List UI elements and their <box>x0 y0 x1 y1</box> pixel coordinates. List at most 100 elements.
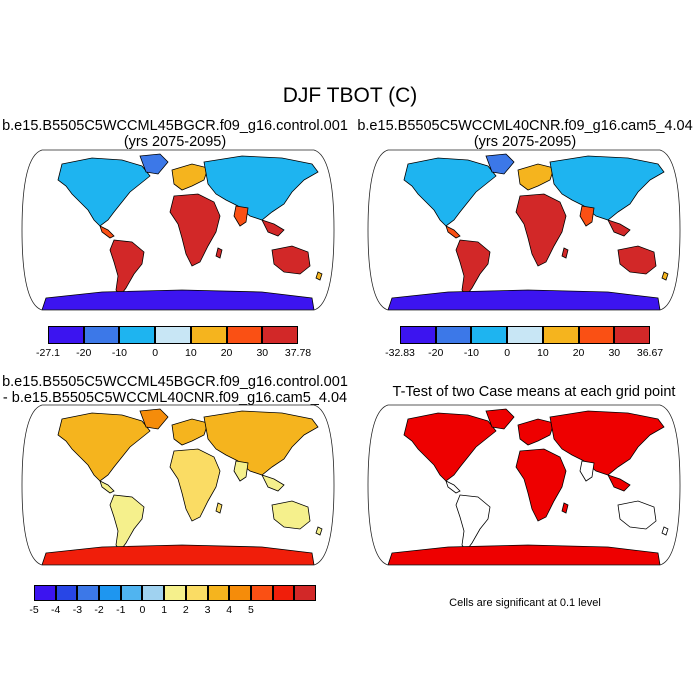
landmass-europe <box>171 418 209 446</box>
colorbar-swatch <box>55 585 78 601</box>
colorbar-label: 10 <box>185 347 197 359</box>
colorbar-swatch <box>34 585 56 601</box>
colorbar-label: 30 <box>608 347 621 359</box>
landmass-india <box>233 205 249 227</box>
panel3-title-line2: - b.e15.B5505C5WCCML40CNR.f09_g16.cam5_4… <box>2 390 348 406</box>
colorbar-label: 0 <box>152 347 159 359</box>
colorbar-label: 2 <box>182 604 189 616</box>
landmass-northAmerica <box>57 157 151 227</box>
landmass-centralAm <box>99 225 115 239</box>
colorbar-label: -4 <box>51 604 61 616</box>
colorbar-swatch <box>185 585 208 601</box>
colorbar-swatch <box>99 585 121 601</box>
landmass-africa <box>169 193 221 267</box>
map-frame <box>367 404 681 566</box>
colorbar-label: 30 <box>256 347 269 359</box>
landmass-madagascar <box>215 247 223 259</box>
colorbar-swatch <box>400 326 436 344</box>
landmass-nz <box>315 526 323 536</box>
landmass-centralAm <box>445 480 461 494</box>
colorbar-case1: -27.1 -20 -10 0 10 20 30 37.78 <box>36 326 311 359</box>
colorbar-label: 0 <box>139 604 146 616</box>
landmass-europe <box>171 163 209 191</box>
colorbar-label: -32.83 <box>385 347 415 359</box>
colorbar-swatch <box>190 326 227 344</box>
colorbar-swatch <box>164 585 186 601</box>
panel2-title-line1: b.e15.B5505C5WCCML40CNR.f09_g16.cam5_4.0… <box>357 118 693 134</box>
colorbar-label: 4 <box>226 604 233 616</box>
significance-note: Cells are significant at 0.1 level <box>449 597 601 609</box>
panel2-title: b.e15.B5505C5WCCML40CNR.f09_g16.cam5_4.0… <box>350 118 700 150</box>
colorbar-swatch <box>507 326 543 344</box>
colorbar-label: -10 <box>111 347 128 359</box>
landmass-africa <box>515 448 567 522</box>
colorbar-label: 3 <box>204 604 211 616</box>
colorbar-swatch <box>48 326 84 344</box>
landmass-nz <box>661 271 669 281</box>
colorbar-label: 5 <box>248 604 254 616</box>
colorbar-swatch <box>435 326 472 344</box>
colorbar-swatch <box>614 326 650 344</box>
landmass-centralAm <box>99 480 115 494</box>
landmass-seAsia <box>607 219 631 237</box>
colorbar-label: 0 <box>504 347 511 359</box>
colorbar-label: -20 <box>76 347 92 359</box>
landmass-asia <box>203 155 319 221</box>
landmass-india <box>579 205 595 227</box>
colorbar-swatch <box>142 585 165 601</box>
panel3-title-line1: b.e15.B5505C5WCCML45BGCR.f09_g16.control… <box>2 374 348 390</box>
colorbar-swatch <box>250 585 273 601</box>
landmass-asia <box>549 155 665 221</box>
panel1-title-line1: b.e15.B5505C5WCCML45BGCR.f09_g16.control… <box>2 118 348 134</box>
panel1-title-line2: (yrs 2075-2095) <box>123 134 227 150</box>
colorbar-label: -20 <box>428 347 444 359</box>
colorbar-label: 20 <box>572 347 585 359</box>
landmass-asia <box>203 410 319 476</box>
map-ttest <box>367 404 681 566</box>
landmass-australia <box>617 500 657 530</box>
landmass-antarctica <box>387 289 661 310</box>
colorbar-swatch <box>77 585 100 601</box>
landmass-india <box>579 460 595 482</box>
map-case2 <box>367 149 681 311</box>
landmass-europe <box>517 163 555 191</box>
colorbar-swatch <box>542 326 579 344</box>
landmass-madagascar <box>215 502 223 514</box>
colorbar-label: 20 <box>220 347 233 359</box>
figure-title: DJF TBOT (C) <box>282 84 418 107</box>
landmass-seAsia <box>607 474 631 492</box>
colorbar-label: 1 <box>161 604 168 616</box>
map-difference <box>21 404 335 566</box>
colorbar-swatch <box>207 585 230 601</box>
landmass-europe <box>517 418 555 446</box>
landmass-australia <box>271 245 311 275</box>
colorbar-label: -27.1 <box>36 347 60 359</box>
colorbar-swatch <box>226 326 263 344</box>
colorbar-difference: -5 -4 -3 -2 -1 0 1 2 3 4 5 <box>29 585 316 616</box>
landmass-nz <box>315 271 323 281</box>
map-frame <box>21 404 335 566</box>
colorbar-label: -5 <box>29 604 39 616</box>
colorbar-label: 10 <box>537 347 549 359</box>
landmass-australia <box>617 245 657 275</box>
colorbar-label: -1 <box>116 604 126 616</box>
landmass-northAmerica <box>403 412 497 482</box>
landmass-northAmerica <box>57 412 151 482</box>
colorbar-swatch <box>120 585 143 601</box>
colorbar-swatch <box>155 326 191 344</box>
map-frame <box>367 149 681 311</box>
landmass-centralAm <box>445 225 461 239</box>
landmass-australia <box>271 500 311 530</box>
landmass-madagascar <box>561 247 569 259</box>
landmass-asia <box>549 410 665 476</box>
panel4-title: T-Test of two Case means at each grid po… <box>368 384 700 400</box>
landmass-greenland <box>485 153 515 175</box>
landmass-antarctica <box>41 289 315 310</box>
panel4-title-line1: T-Test of two Case means at each grid po… <box>392 384 676 400</box>
colorbar-swatch <box>471 326 508 344</box>
landmass-africa <box>169 448 221 522</box>
colorbar-swatch <box>262 326 298 344</box>
colorbar-swatch <box>83 326 120 344</box>
map-case1 <box>21 149 335 311</box>
colorbar-label: 37.78 <box>284 347 312 359</box>
